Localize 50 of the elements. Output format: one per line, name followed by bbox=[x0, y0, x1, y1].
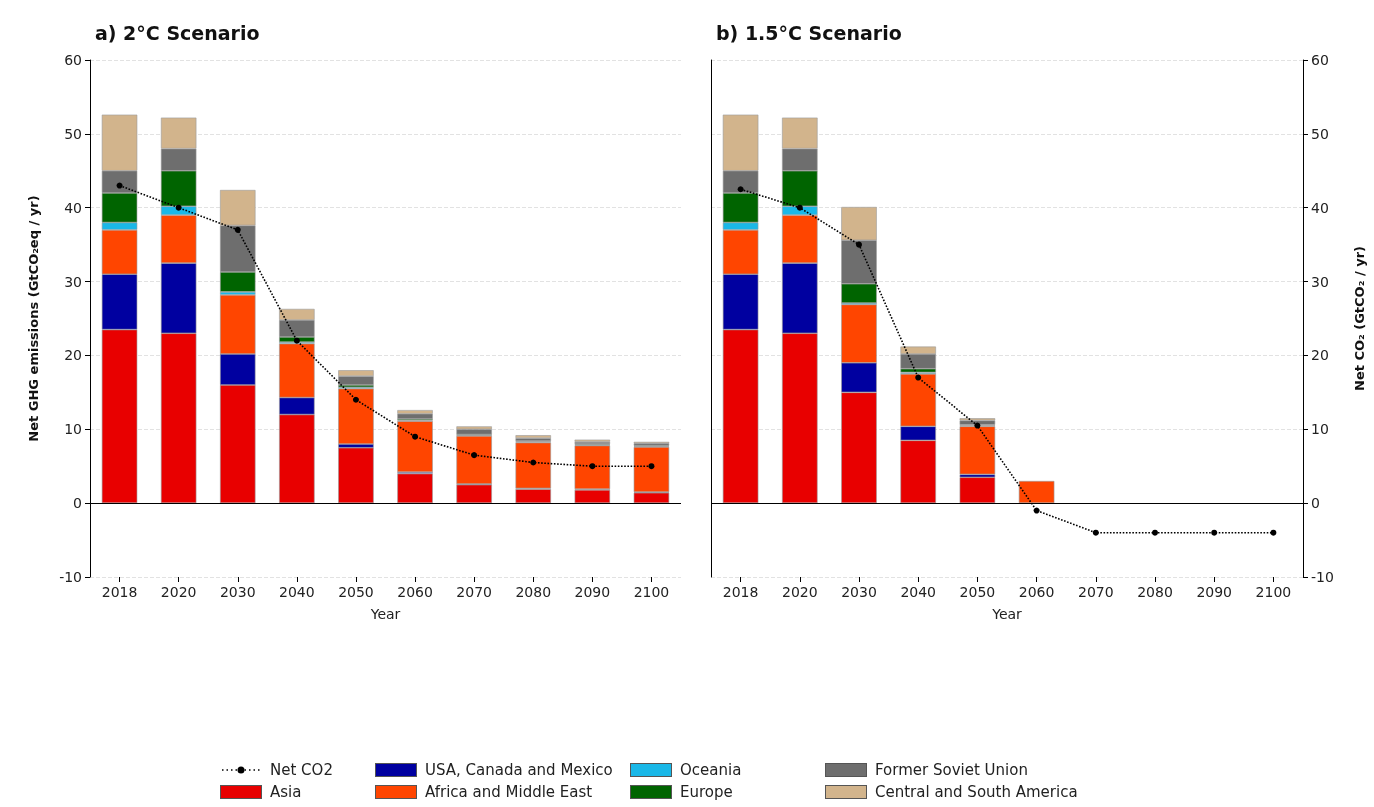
x-tick-label: 2080 bbox=[1137, 584, 1173, 600]
y-tick-label: 50 bbox=[1311, 125, 1329, 142]
legend-label: Net CO2 bbox=[270, 761, 333, 779]
legend-label: Africa and Middle East bbox=[425, 783, 593, 801]
x-tick-label: 2030 bbox=[841, 584, 877, 600]
x-axis-title: Year bbox=[369, 606, 401, 622]
y-tick-label: 0 bbox=[73, 495, 82, 512]
y-tick-label: 30 bbox=[1311, 273, 1329, 290]
x-tick-label: 2060 bbox=[1018, 584, 1055, 600]
x-tick-label: 2020 bbox=[781, 584, 818, 600]
legend-label: Central and South America bbox=[875, 783, 1078, 801]
y-tick-label: -10 bbox=[1311, 569, 1334, 585]
x-tick-label: 2050 bbox=[959, 584, 996, 600]
y-tick-label: 60 bbox=[64, 52, 82, 68]
y-tick-label: 40 bbox=[1311, 199, 1329, 216]
x-tick-label: 2018 bbox=[722, 584, 759, 600]
x-tick-label: 2020 bbox=[160, 584, 197, 600]
x-tick-label: 2090 bbox=[574, 584, 611, 600]
x-tick-label: 2070 bbox=[456, 584, 492, 600]
x-tick-label: 2018 bbox=[101, 584, 138, 600]
chart-title: b) 1.5°C Scenario bbox=[716, 21, 902, 44]
legend-label: Former Soviet Union bbox=[875, 761, 1028, 779]
y-tick-label: 60 bbox=[1311, 52, 1329, 68]
x-tick-label: 2100 bbox=[1255, 584, 1292, 600]
y-tick-label: 0 bbox=[1311, 495, 1320, 512]
x-tick-label: 2060 bbox=[397, 584, 433, 600]
chart-title: a) 2°C Scenario bbox=[95, 21, 260, 44]
y-tick-label: 10 bbox=[64, 421, 82, 438]
y-axis-title: Net CO₂ (GtCO₂ / yr) bbox=[1352, 246, 1367, 391]
legend-label: Oceania bbox=[680, 761, 742, 779]
x-tick-label: 2100 bbox=[633, 584, 670, 600]
y-tick-label: 40 bbox=[64, 199, 82, 216]
y-tick-label: 20 bbox=[64, 347, 82, 364]
x-tick-label: 2050 bbox=[338, 584, 374, 600]
x-tick-label: 2040 bbox=[279, 584, 315, 600]
legend-label: Asia bbox=[270, 783, 302, 801]
y-tick-label: 20 bbox=[1311, 347, 1329, 364]
legend-label: USA, Canada and Mexico bbox=[425, 761, 613, 779]
x-tick-label: 2080 bbox=[515, 584, 552, 600]
y-axis-title: Net GHG emissions (GtCO₂eq / yr) bbox=[26, 195, 41, 442]
x-tick-label: 2030 bbox=[219, 584, 256, 600]
x-tick-label: 2090 bbox=[1196, 584, 1233, 600]
y-tick-label: 50 bbox=[64, 125, 82, 142]
y-tick-label: 10 bbox=[1311, 421, 1329, 438]
x-tick-label: 2070 bbox=[1077, 584, 1114, 600]
x-axis-title: Year bbox=[991, 606, 1023, 622]
y-tick-label: -10 bbox=[59, 569, 82, 585]
x-tick-label: 2040 bbox=[900, 584, 937, 600]
legend-label: Europe bbox=[680, 783, 733, 801]
y-tick-label: 30 bbox=[64, 273, 82, 290]
